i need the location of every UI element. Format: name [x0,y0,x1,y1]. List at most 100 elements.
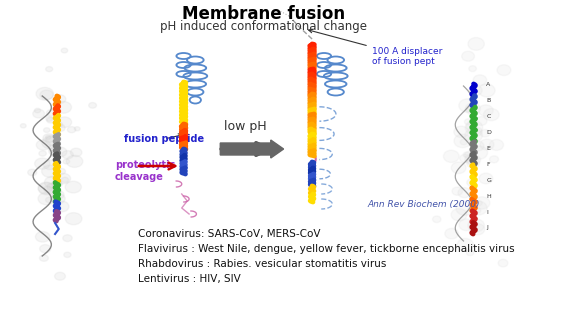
Ellipse shape [476,117,487,125]
Text: pH induced conformational change: pH induced conformational change [160,20,367,33]
Ellipse shape [61,48,68,53]
Ellipse shape [466,250,474,256]
Ellipse shape [476,201,482,206]
Ellipse shape [55,125,65,132]
Ellipse shape [39,151,47,156]
Text: low pH: low pH [224,120,266,133]
Text: E: E [486,146,490,151]
Text: Ann Rev Biochem (2000): Ann Rev Biochem (2000) [367,200,480,209]
Text: H: H [486,193,491,198]
Text: Flavivirus : West Nile, dengue, yellow fever, tickborne encephalitis virus: Flavivirus : West Nile, dengue, yellow f… [137,244,514,254]
Text: F: F [486,162,490,167]
Ellipse shape [39,183,55,195]
Ellipse shape [465,129,482,142]
Ellipse shape [44,176,61,188]
Ellipse shape [458,188,471,198]
Ellipse shape [40,255,48,261]
Ellipse shape [468,37,484,50]
Ellipse shape [89,103,97,108]
Ellipse shape [479,173,493,184]
Ellipse shape [466,106,474,113]
Ellipse shape [44,186,52,192]
Ellipse shape [38,192,55,205]
Ellipse shape [57,122,63,127]
Ellipse shape [47,110,55,116]
Ellipse shape [36,88,53,100]
Ellipse shape [478,105,493,116]
Ellipse shape [34,158,50,169]
Ellipse shape [465,151,475,159]
Ellipse shape [466,122,477,131]
Ellipse shape [57,117,72,128]
Ellipse shape [52,190,64,199]
Ellipse shape [469,201,487,215]
Ellipse shape [432,216,441,222]
Text: 100 A displacer
of fusion pept: 100 A displacer of fusion pept [309,29,442,66]
Ellipse shape [467,179,476,186]
Ellipse shape [45,197,53,203]
Ellipse shape [64,252,71,258]
Ellipse shape [472,127,482,136]
Ellipse shape [469,85,482,96]
Ellipse shape [451,162,466,174]
Ellipse shape [456,201,474,215]
Ellipse shape [45,136,59,145]
Ellipse shape [54,201,69,212]
Ellipse shape [52,180,62,188]
Ellipse shape [66,155,83,167]
Ellipse shape [36,231,50,242]
Text: J: J [486,225,488,230]
Ellipse shape [53,188,61,194]
Ellipse shape [62,177,68,182]
Ellipse shape [463,152,470,157]
Ellipse shape [445,228,458,239]
Ellipse shape [57,168,66,174]
Ellipse shape [470,224,485,235]
Text: proteolytic
cleavage: proteolytic cleavage [115,160,175,182]
Ellipse shape [468,219,484,232]
Ellipse shape [460,139,467,145]
Ellipse shape [38,182,54,194]
Ellipse shape [34,108,41,113]
Ellipse shape [454,134,471,148]
Ellipse shape [480,130,490,137]
Ellipse shape [55,272,66,280]
Ellipse shape [474,197,490,209]
Ellipse shape [465,103,480,115]
Ellipse shape [465,155,476,163]
Ellipse shape [478,84,495,97]
Text: Lentivirus : HIV, SIV: Lentivirus : HIV, SIV [137,274,240,284]
Ellipse shape [470,146,488,159]
Text: D: D [486,130,491,135]
Ellipse shape [74,127,80,131]
Ellipse shape [497,65,511,75]
Ellipse shape [45,135,51,139]
Ellipse shape [44,128,50,133]
Ellipse shape [470,156,481,164]
Ellipse shape [457,238,473,251]
Ellipse shape [67,127,76,133]
Ellipse shape [454,126,469,138]
Text: Coronavirus: SARS-CoV, MERS-CoV: Coronavirus: SARS-CoV, MERS-CoV [137,229,320,239]
Ellipse shape [63,159,70,164]
Ellipse shape [466,158,480,168]
Ellipse shape [45,66,53,72]
Ellipse shape [46,117,52,121]
Text: Membrane fusion: Membrane fusion [182,5,345,23]
Ellipse shape [54,95,66,104]
Ellipse shape [484,109,499,121]
Ellipse shape [28,169,37,176]
Ellipse shape [47,117,55,123]
Ellipse shape [63,235,72,241]
Ellipse shape [53,147,67,157]
Ellipse shape [460,154,470,163]
Ellipse shape [41,165,59,177]
Ellipse shape [40,90,53,100]
Ellipse shape [66,213,82,225]
Ellipse shape [47,183,57,190]
Ellipse shape [498,259,508,267]
Ellipse shape [459,99,476,112]
Ellipse shape [471,141,484,151]
Ellipse shape [465,121,483,134]
Ellipse shape [40,244,51,253]
